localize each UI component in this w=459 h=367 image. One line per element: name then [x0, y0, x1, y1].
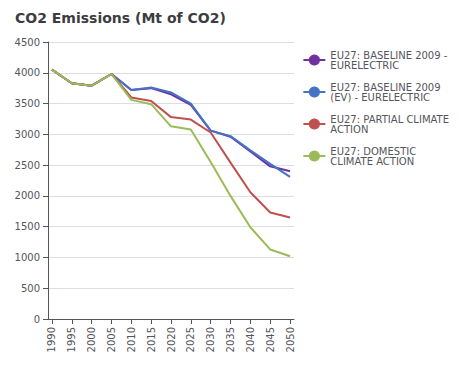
svg-text:1000: 1000 — [15, 252, 40, 263]
svg-text:1995: 1995 — [66, 327, 77, 352]
svg-text:EU27: BASELINE 2009: EU27: BASELINE 2009 — [330, 81, 441, 93]
svg-text:2025: 2025 — [185, 327, 196, 352]
svg-text:1990: 1990 — [46, 327, 57, 352]
svg-text:2045: 2045 — [265, 327, 276, 352]
svg-text:2000: 2000 — [86, 327, 97, 352]
svg-text:2500: 2500 — [15, 160, 40, 171]
svg-text:0: 0 — [34, 314, 40, 325]
svg-text:2010: 2010 — [126, 327, 137, 352]
svg-text:4000: 4000 — [15, 67, 40, 78]
svg-text:2050: 2050 — [285, 327, 296, 352]
svg-text:2030: 2030 — [205, 327, 216, 352]
svg-text:CO2 Emissions (Mt of CO2): CO2 Emissions (Mt of CO2) — [15, 10, 226, 26]
svg-text:2005: 2005 — [106, 327, 117, 352]
svg-text:3000: 3000 — [15, 129, 40, 140]
svg-text:2015: 2015 — [146, 327, 157, 352]
svg-text:4500: 4500 — [15, 37, 40, 48]
svg-text:1500: 1500 — [15, 221, 40, 232]
svg-text:EU27: PARTIAL CLIMATE: EU27: PARTIAL CLIMATE — [330, 113, 449, 125]
svg-text:ACTION: ACTION — [330, 124, 368, 135]
svg-text:3500: 3500 — [15, 98, 40, 109]
svg-text:2040: 2040 — [245, 327, 256, 352]
svg-text:2020: 2020 — [166, 327, 177, 352]
svg-text:2000: 2000 — [15, 190, 40, 201]
svg-text:EU27: DOMESTIC: EU27: DOMESTIC — [330, 145, 417, 157]
svg-text:EU27: BASELINE 2009 -: EU27: BASELINE 2009 - — [330, 49, 448, 61]
svg-text:2035: 2035 — [225, 327, 236, 352]
svg-text:(EV) - EURELECTRIC: (EV) - EURELECTRIC — [330, 92, 430, 103]
svg-text:500: 500 — [21, 283, 40, 294]
svg-text:EURELECTRIC: EURELECTRIC — [330, 60, 399, 71]
svg-text:CLIMATE ACTION: CLIMATE ACTION — [330, 156, 414, 167]
